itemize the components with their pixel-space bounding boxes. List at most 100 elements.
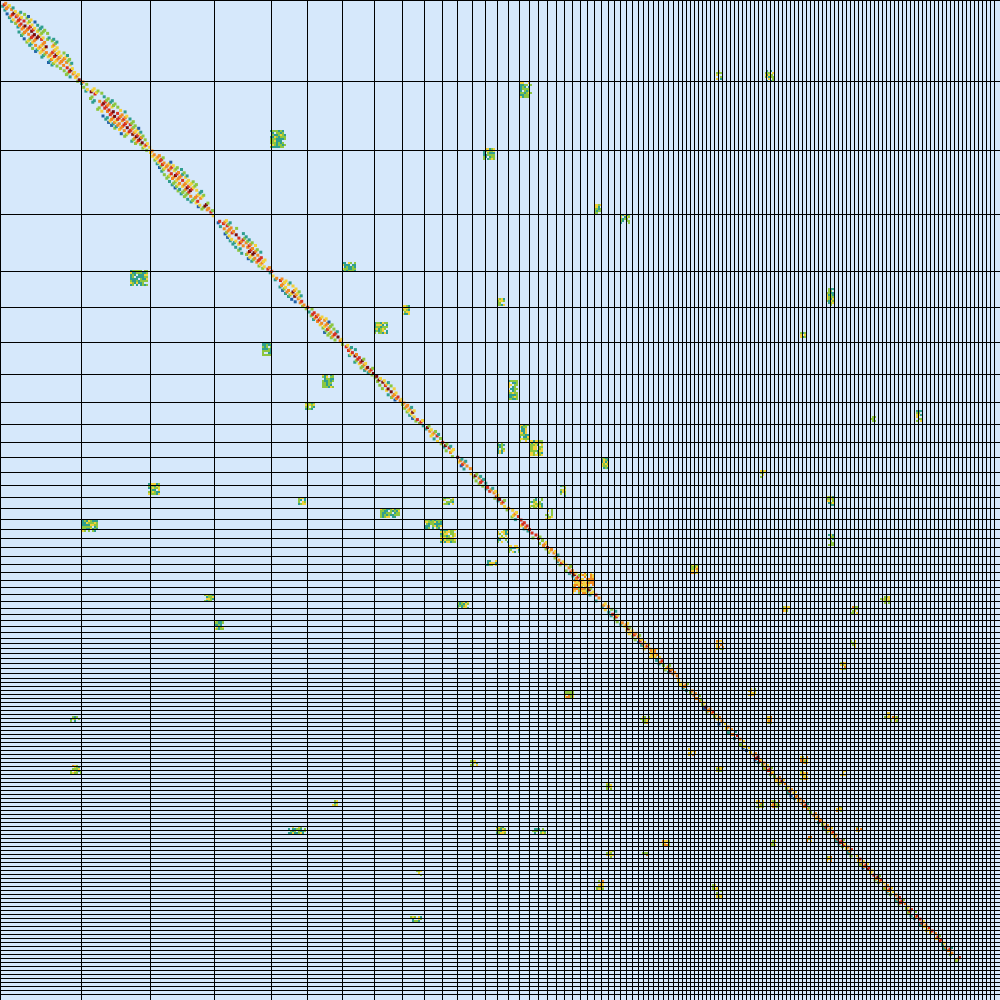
diagonal-contact [235,226,239,230]
off-diagonal-contact [432,525,434,527]
off-diagonal-contact [304,828,306,830]
off-diagonal-contact [388,514,390,516]
off-diagonal-contact [380,328,382,330]
off-diagonal-contact [692,568,694,570]
off-diagonal-contact [491,562,493,564]
diagonal-contact [62,69,66,73]
off-diagonal-contact [326,386,328,388]
diagonal-contact [5,12,9,16]
off-diagonal-contact [856,828,858,830]
off-diagonal-contact [493,154,495,156]
off-diagonal-contact [588,584,590,586]
diagonal-contact [556,553,560,557]
off-diagonal-contact [382,516,384,518]
diagonal-contact [22,19,26,23]
off-diagonal-contact [86,526,88,528]
off-diagonal-contact [716,646,718,648]
diagonal-contact [19,22,23,26]
off-diagonal-contact [501,444,503,446]
off-diagonal-contact [916,410,918,412]
off-diagonal-contact [525,432,527,434]
off-diagonal-contact [521,430,523,432]
off-diagonal-contact [503,300,505,302]
diagonal-contact [350,346,353,349]
off-diagonal-contact [516,382,518,384]
off-diagonal-contact [208,596,210,598]
off-diagonal-contact [324,376,326,378]
diagonal-contact [100,91,104,95]
off-diagonal-contact [404,305,406,307]
diagonal-contact [227,234,231,238]
diagonal-contact [378,383,382,387]
off-diagonal-contact [512,398,514,400]
off-diagonal-contact [531,448,533,450]
off-diagonal-contact [382,332,384,334]
off-diagonal-contact [278,136,280,138]
off-diagonal-contact [510,380,512,382]
off-diagonal-contact [514,384,516,386]
diagonal-contact [704,705,708,709]
off-diagonal-contact [266,346,268,348]
diagonal-contact [603,608,607,612]
diagonal-contact [230,237,234,241]
off-diagonal-contact [832,296,834,298]
diagonal-contact [522,521,526,525]
off-diagonal-contact [384,328,386,330]
off-diagonal-contact [884,598,886,600]
diagonal-contact [603,602,607,606]
off-diagonal-contact [136,272,138,274]
off-diagonal-contact [603,463,605,465]
off-diagonal-contact [412,920,414,922]
off-diagonal-contact [828,302,830,304]
off-diagonal-contact [483,154,485,156]
off-diagonal-contact [832,542,834,544]
off-diagonal-contact [309,404,311,406]
off-diagonal-contact [512,382,514,384]
off-diagonal-contact [590,582,592,584]
off-diagonal-contact [390,512,392,514]
diagonal-contact [503,498,507,502]
off-diagonal-contact [148,483,150,485]
diagonal-contact [849,848,853,852]
off-diagonal-contact [692,566,694,568]
off-diagonal-contact [330,384,332,386]
off-diagonal-contact [499,298,501,300]
off-diagonal-contact [483,152,485,154]
off-diagonal-contact [432,523,434,525]
diagonal-contact [439,437,442,440]
diagonal-contact [299,294,303,298]
off-diagonal-contact [520,86,522,88]
diagonal-contact [189,194,193,198]
off-diagonal-contact [768,76,770,78]
off-diagonal-contact [832,292,834,294]
off-diagonal-contact [76,768,78,770]
off-diagonal-contact [602,884,604,886]
diagonal-contact [950,946,953,949]
off-diagonal-contact [525,440,527,442]
off-diagonal-contact [322,380,324,382]
diagonal-contact [680,681,684,685]
off-diagonal-contact [522,94,524,96]
off-diagonal-contact [146,278,148,280]
off-diagonal-contact [804,772,806,774]
off-diagonal-contact [448,539,450,541]
off-diagonal-contact [493,562,495,564]
off-diagonal-contact [487,152,489,154]
off-diagonal-contact [78,768,80,770]
off-diagonal-contact [666,840,668,842]
off-diagonal-contact [418,920,420,922]
off-diagonal-contact [499,539,501,541]
off-diagonal-contact [588,578,590,580]
off-diagonal-contact [828,294,830,296]
off-diagonal-contact [516,388,518,390]
off-diagonal-contact [654,656,656,658]
off-diagonal-contact [354,268,356,270]
off-diagonal-contact [380,332,382,334]
diagonal-contact [741,740,745,744]
off-diagonal-contact [376,322,378,324]
off-diagonal-contact [144,272,146,274]
off-diagonal-contact [503,533,505,535]
off-diagonal-contact [514,545,516,547]
off-diagonal-contact [298,828,300,830]
